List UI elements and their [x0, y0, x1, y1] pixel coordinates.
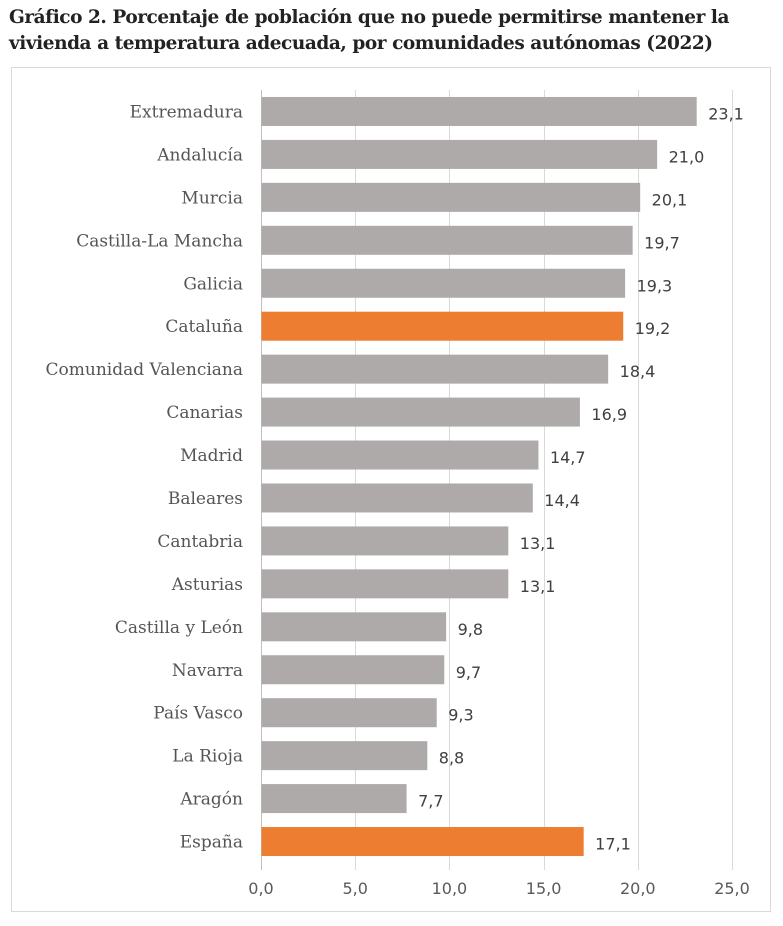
chart-title-line-1: Gráfico 2. Porcentaje de población que n…	[9, 7, 730, 28]
x-tick-label: 20,0	[620, 879, 656, 898]
category-label: Aragón	[179, 790, 243, 810]
bar-pa-s-vasco	[261, 698, 437, 728]
x-tick-label: 10,0	[432, 879, 468, 898]
gridlines	[261, 90, 733, 870]
value-label: 7,7	[418, 792, 443, 811]
value-label: 19,7	[644, 233, 680, 252]
bar-arag-n	[261, 784, 407, 814]
chart-title: Gráfico 2. Porcentaje de población que n…	[9, 5, 779, 57]
value-label: 19,2	[635, 319, 671, 338]
value-label: 20,1	[652, 190, 688, 209]
category-label: Extremadura	[130, 102, 243, 122]
bar-galicia	[261, 268, 626, 298]
value-label: 13,1	[520, 534, 556, 553]
category-label: La Rioja	[172, 747, 243, 767]
category-label: Murcia	[181, 188, 243, 208]
category-label: Asturias	[171, 575, 243, 595]
category-label: País Vasco	[153, 704, 243, 724]
bar-comunidad-valenciana	[261, 354, 609, 384]
x-tick-label: 5,0	[342, 879, 367, 898]
value-label: 17,1	[595, 835, 631, 854]
category-label: Navarra	[172, 661, 243, 681]
category-label: Canarias	[166, 403, 243, 423]
value-label: 9,7	[456, 663, 481, 682]
bar-espa-a	[261, 827, 584, 857]
bar-navarra	[261, 655, 445, 685]
chart-frame	[11, 67, 771, 912]
bar-madrid	[261, 440, 539, 470]
value-label: 8,8	[439, 749, 464, 768]
bar-canarias	[261, 397, 580, 427]
x-tick-label: 0,0	[248, 879, 273, 898]
x-tick-label: 15,0	[526, 879, 562, 898]
value-label: 13,1	[520, 577, 556, 596]
value-label: 9,8	[458, 620, 483, 639]
value-label: 23,1	[708, 104, 744, 123]
chart-title-line-2: vivienda a temperatura adecuada, por com…	[9, 33, 713, 54]
bar-baleares	[261, 483, 533, 513]
bar-la-rioja	[261, 741, 428, 771]
category-label: Cataluña	[165, 317, 243, 337]
value-label: 16,9	[591, 405, 627, 424]
bar-murcia	[261, 182, 641, 212]
value-labels: 23,1 21,0 20,1 19,7 19,3 19,2 18,4 16,9 14,7 14,4…	[418, 104, 744, 853]
x-axis-ticks: 0,0 5,0 10,0 15,0 20,0 25,0	[248, 879, 750, 898]
value-label: 18,4	[620, 362, 656, 381]
bars	[261, 96, 697, 857]
x-tick-label: 25,0	[714, 879, 750, 898]
bar-castilla-la-mancha	[261, 225, 633, 255]
category-label: Madrid	[180, 446, 243, 466]
bar-andaluc-a	[261, 139, 658, 169]
bar-catalu-a	[261, 311, 624, 341]
category-label: Andalucía	[156, 145, 243, 165]
category-label: Comunidad Valenciana	[46, 360, 243, 380]
category-label: Galicia	[183, 274, 243, 294]
value-label: 9,3	[448, 706, 473, 725]
value-label: 19,3	[637, 276, 673, 295]
bar-extremadura	[261, 96, 697, 126]
bar-cantabria	[261, 526, 509, 556]
value-label: 21,0	[669, 147, 705, 166]
bar-asturias	[261, 569, 509, 599]
category-label: Cantabria	[157, 532, 243, 552]
bar-castilla-y-le-n	[261, 612, 447, 642]
category-label: Castilla y León	[115, 618, 243, 638]
value-label: 14,4	[544, 491, 580, 510]
category-label: España	[180, 833, 243, 853]
value-label: 14,7	[550, 448, 586, 467]
category-label: Castilla-La Mancha	[76, 231, 243, 251]
category-label: Baleares	[168, 489, 243, 509]
category-labels: Extremadura Andalucía Murcia Castilla-La Ma…	[46, 102, 244, 852]
